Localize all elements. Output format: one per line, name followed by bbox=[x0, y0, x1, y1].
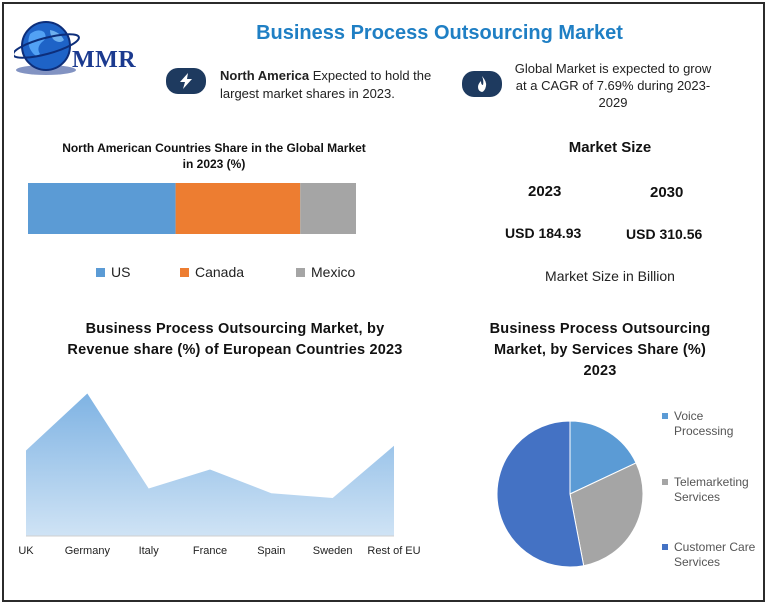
value-2023: USD 184.93 bbox=[505, 225, 582, 241]
x-tick-label: Spain bbox=[257, 545, 285, 557]
flame-icon bbox=[478, 76, 487, 92]
x-tick-label: Rest of EU bbox=[367, 545, 420, 557]
x-tick-label: France bbox=[193, 545, 227, 557]
pie-legend-label-tele: Telemarketing Services bbox=[674, 475, 749, 504]
pie-slice-2 bbox=[496, 420, 585, 568]
legend-item-canada: Canada bbox=[180, 264, 244, 280]
europe-area-chart: UK Germany Italy France Spain Sweden Rest of E… bbox=[18, 393, 421, 557]
flame-badge bbox=[462, 71, 502, 97]
cagr-highlight: Global Market is expected to grow at a C… bbox=[514, 61, 712, 110]
services-chart-title: Business Process Outsourcing Market, by … bbox=[489, 321, 711, 379]
legend-item-mexico: Mexico bbox=[296, 264, 355, 280]
pie-legend-swatch-voice bbox=[662, 413, 668, 419]
pie-slice-1 bbox=[569, 462, 644, 567]
legend-label-mexico: Mexico bbox=[311, 264, 356, 280]
legend-label-canada: Canada bbox=[195, 264, 245, 280]
lightning-icon bbox=[180, 73, 192, 89]
market-size-note: Market Size in Billion bbox=[545, 268, 675, 284]
na-chart-title: North American Countries Share in the Gl… bbox=[62, 141, 366, 171]
x-tick-label: Sweden bbox=[313, 545, 353, 557]
year-2030: 2030 bbox=[650, 184, 684, 201]
legend-item-us: US bbox=[96, 264, 130, 280]
legend-swatch-mexico bbox=[296, 267, 305, 277]
bar-segment-us bbox=[28, 183, 176, 234]
bar-segment-canada bbox=[175, 183, 301, 234]
globe-logo-icon bbox=[14, 21, 80, 75]
legend-label-us: US bbox=[111, 264, 131, 280]
pie-legend-swatch-tele bbox=[662, 479, 668, 485]
region-name: North America bbox=[220, 68, 310, 83]
page-title: Business Process Outsourcing Market bbox=[256, 22, 623, 44]
pie-legend-tele: Telemarketing Services bbox=[662, 475, 762, 505]
x-tick-label: Italy bbox=[139, 545, 160, 557]
pie-legend-label-voice: Voice Processing bbox=[674, 409, 734, 438]
x-tick-label: Germany bbox=[65, 545, 111, 557]
pie-legend-swatch-customer bbox=[662, 544, 668, 550]
europe-chart-title: Business Process Outsourcing Market, by … bbox=[67, 321, 403, 358]
pie-legend-voice: Voice Processing bbox=[662, 409, 762, 439]
lightning-badge bbox=[166, 68, 206, 94]
na-stacked-bar-chart bbox=[28, 183, 356, 234]
year-2023: 2023 bbox=[528, 183, 562, 200]
pie-legend-label-customer: Customer Care Services bbox=[674, 540, 756, 569]
region-highlight: North America Expected to hold the large… bbox=[220, 67, 460, 103]
pie-legend-customer: Customer Care Services bbox=[662, 540, 762, 570]
pie-slice-0 bbox=[569, 420, 637, 495]
bar-segment-mexico bbox=[300, 183, 356, 234]
area-series bbox=[26, 393, 394, 536]
x-tick-label: UK bbox=[18, 545, 34, 557]
value-2030: USD 310.56 bbox=[626, 226, 703, 242]
legend-swatch-us bbox=[96, 267, 105, 277]
region-text: Expected to hold the largest market shar… bbox=[220, 68, 432, 101]
services-pie-chart bbox=[496, 420, 644, 568]
legend-swatch-canada bbox=[180, 267, 189, 277]
market-size-title: Market Size bbox=[568, 139, 652, 156]
logo-text: MMR bbox=[72, 47, 137, 73]
